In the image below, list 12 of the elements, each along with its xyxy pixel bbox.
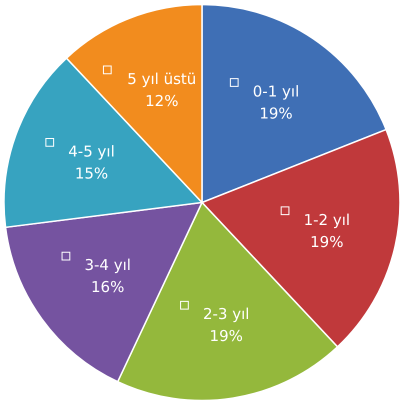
legend-label: 3-4 yıl: [84, 256, 131, 274]
data-label: 16%: [91, 278, 124, 296]
legend-label: 0-1 yıl: [252, 82, 300, 100]
data-label: 19%: [210, 327, 243, 346]
data-label: 15%: [74, 164, 108, 182]
legend-label: 5 yıl üstü: [127, 70, 196, 88]
data-label: 12%: [145, 92, 178, 110]
legend-label: 2-3 yıl: [202, 305, 250, 324]
legend-label: 4-5 yıl: [68, 142, 115, 160]
data-label: 19%: [310, 232, 344, 251]
data-label: 19%: [259, 104, 293, 122]
legend-label: 1-2 yıl: [304, 210, 350, 229]
